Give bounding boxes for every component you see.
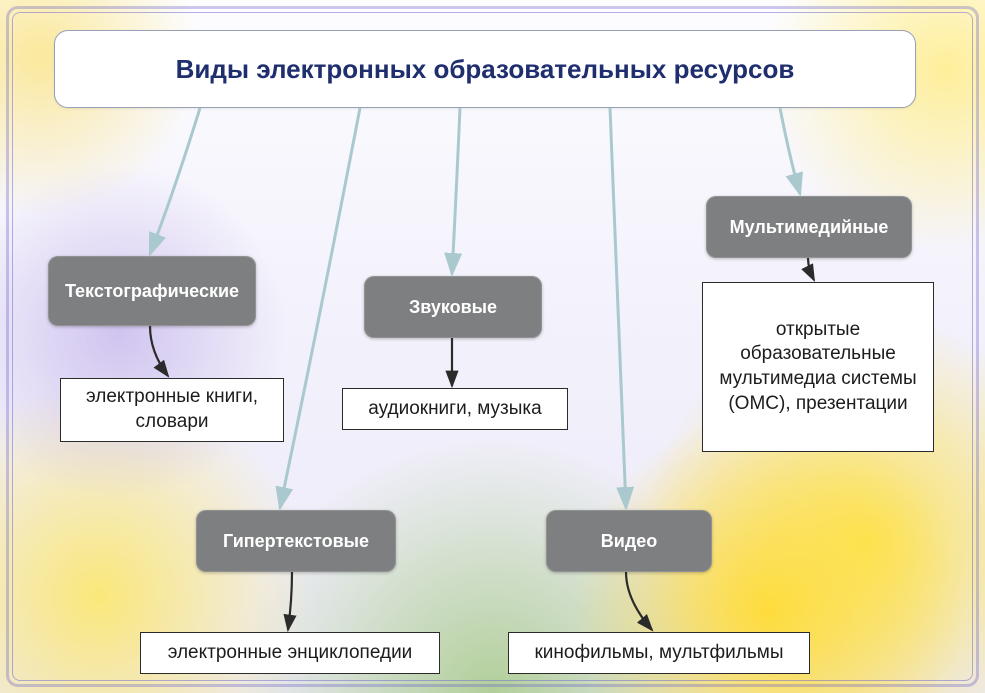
leaf-hypertext: электронные энциклопедии: [140, 632, 440, 674]
leaf-hypertext-text: электронные энциклопедии: [168, 641, 413, 666]
node-textographic-label: Текстографические: [65, 281, 239, 302]
leaf-sound-text: аудиокниги, музыка: [368, 397, 541, 422]
leaf-video: кинофильмы, мультфильмы: [508, 632, 810, 674]
node-sound: Звуковые: [364, 276, 542, 338]
leaf-textographic: электронные книги, словари: [60, 378, 284, 442]
leaf-multimedia-text: открытые образовательные мультимедиа сис…: [711, 318, 925, 417]
leaf-sound: аудиокниги, музыка: [342, 388, 568, 430]
node-video: Видео: [546, 510, 712, 572]
node-multimedia-label: Мультимедийные: [730, 217, 889, 238]
node-video-label: Видео: [601, 531, 658, 552]
node-hypertext-label: Гипертекстовые: [223, 531, 369, 552]
node-sound-label: Звуковые: [409, 297, 497, 318]
node-multimedia: Мультимедийные: [706, 196, 912, 258]
leaf-textographic-text: электронные книги, словари: [69, 385, 275, 434]
node-hypertext: Гипертекстовые: [196, 510, 396, 572]
leaf-multimedia: открытые образовательные мультимедиа сис…: [702, 282, 934, 452]
leaf-video-text: кинофильмы, мультфильмы: [534, 641, 783, 666]
title-text: Виды электронных образовательных ресурсо…: [176, 54, 795, 85]
title-box: Виды электронных образовательных ресурсо…: [54, 30, 916, 108]
node-textographic: Текстографические: [48, 256, 256, 326]
